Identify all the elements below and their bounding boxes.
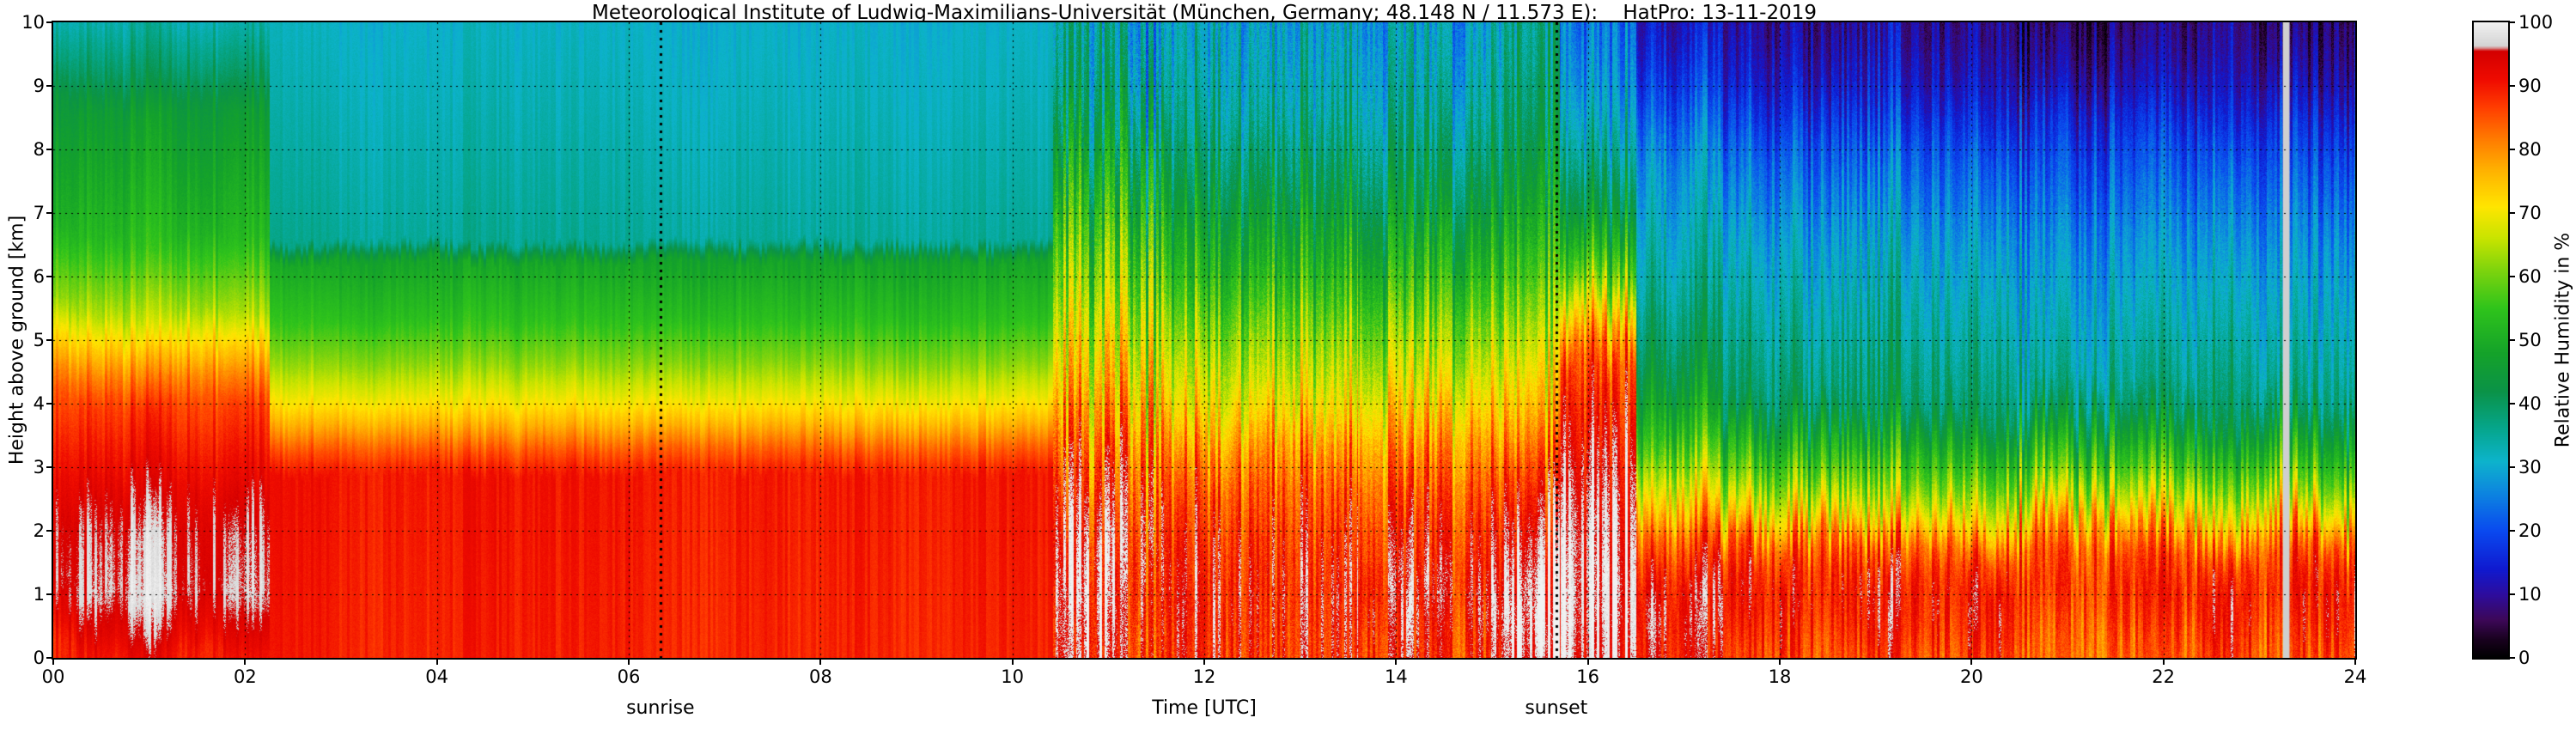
colorbar-canvas bbox=[2474, 22, 2508, 658]
x-tick-mark bbox=[1203, 658, 1205, 665]
x-tick-label: 10 bbox=[1001, 666, 1025, 687]
x-tick-label: 04 bbox=[425, 666, 449, 687]
x-tick-label: 08 bbox=[808, 666, 832, 687]
x-tick-mark bbox=[1011, 658, 1014, 665]
colorbar-tick-mark bbox=[2510, 85, 2515, 87]
y-tick-mark bbox=[46, 657, 53, 659]
y-tick-label: 2 bbox=[33, 520, 45, 541]
x-tick-label: 00 bbox=[41, 666, 65, 687]
y-tick-mark bbox=[46, 339, 53, 341]
x-tick-mark bbox=[1586, 658, 1589, 665]
y-tick-label: 6 bbox=[33, 266, 45, 287]
x-tick-label: 14 bbox=[1384, 666, 1408, 687]
y-tick-label: 7 bbox=[33, 203, 45, 223]
y-tick-mark bbox=[46, 149, 53, 150]
y-tick-mark bbox=[46, 593, 53, 595]
plot-area bbox=[52, 21, 2357, 660]
y-tick-label: 3 bbox=[33, 457, 45, 478]
y-tick-label: 9 bbox=[33, 76, 45, 96]
x-tick-label: 24 bbox=[2343, 666, 2367, 687]
sunset-label: sunset bbox=[1525, 697, 1588, 719]
x-tick-mark bbox=[819, 658, 822, 665]
x-tick-mark bbox=[1395, 658, 1398, 665]
x-tick-label: 22 bbox=[2152, 666, 2176, 687]
y-tick-mark bbox=[46, 21, 53, 23]
y-tick-label: 5 bbox=[33, 330, 45, 350]
y-tick-label: 8 bbox=[33, 139, 45, 160]
colorbar-tick-label: 80 bbox=[2518, 139, 2542, 160]
x-tick-mark bbox=[52, 658, 54, 665]
sunrise-label: sunrise bbox=[626, 697, 695, 719]
colorbar-tick-mark bbox=[2510, 339, 2515, 341]
y-tick-label: 10 bbox=[21, 12, 45, 33]
colorbar-tick-mark bbox=[2510, 466, 2515, 468]
x-tick-mark bbox=[435, 658, 438, 665]
colorbar-tick-mark bbox=[2510, 403, 2515, 405]
y-tick-mark bbox=[46, 403, 53, 405]
colorbar-tick-label: 70 bbox=[2518, 203, 2542, 223]
colorbar-tick-mark bbox=[2510, 530, 2515, 532]
colorbar-tick-label: 30 bbox=[2518, 457, 2542, 478]
colorbar-tick-label: 100 bbox=[2518, 12, 2554, 33]
colorbar-tick-label: 90 bbox=[2518, 76, 2542, 96]
y-tick-mark bbox=[46, 466, 53, 468]
y-tick-label: 4 bbox=[33, 393, 45, 414]
x-tick-label: 16 bbox=[1576, 666, 1600, 687]
colorbar-tick-mark bbox=[2510, 149, 2515, 150]
colorbar-tick-label: 40 bbox=[2518, 393, 2542, 414]
colorbar-tick-mark bbox=[2510, 212, 2515, 214]
x-tick-label: 06 bbox=[617, 666, 641, 687]
colorbar bbox=[2472, 21, 2510, 660]
y-tick-mark bbox=[46, 85, 53, 87]
colorbar-tick-mark bbox=[2510, 657, 2515, 659]
x-tick-label: 02 bbox=[233, 666, 257, 687]
x-axis-label: Time [UTC] bbox=[1152, 697, 1257, 719]
x-tick-mark bbox=[628, 658, 630, 665]
colorbar-tick-mark bbox=[2510, 21, 2515, 23]
colorbar-tick-label: 20 bbox=[2518, 520, 2542, 541]
x-tick-label: 20 bbox=[1959, 666, 1983, 687]
heatmap-canvas bbox=[53, 22, 2355, 658]
x-tick-mark bbox=[1779, 658, 1781, 665]
colorbar-tick-label: 60 bbox=[2518, 266, 2542, 287]
x-tick-mark bbox=[1970, 658, 1973, 665]
y-tick-label: 0 bbox=[33, 648, 45, 668]
y-tick-mark bbox=[46, 276, 53, 277]
colorbar-tick-label: 0 bbox=[2518, 648, 2530, 668]
x-tick-mark bbox=[2354, 658, 2356, 665]
chart-title: Meteorological Institute of Ludwig-Maxim… bbox=[591, 2, 1818, 24]
x-tick-label: 12 bbox=[1192, 666, 1216, 687]
y-tick-mark bbox=[46, 212, 53, 214]
x-tick-label: 18 bbox=[1768, 666, 1792, 687]
y-tick-mark bbox=[46, 530, 53, 532]
colorbar-tick-label: 10 bbox=[2518, 584, 2542, 605]
x-tick-mark bbox=[244, 658, 247, 665]
colorbar-tick-mark bbox=[2510, 593, 2515, 595]
colorbar-tick-label: 50 bbox=[2518, 330, 2542, 350]
y-tick-label: 1 bbox=[33, 584, 45, 605]
x-tick-mark bbox=[2162, 658, 2165, 665]
colorbar-tick-mark bbox=[2510, 276, 2515, 277]
